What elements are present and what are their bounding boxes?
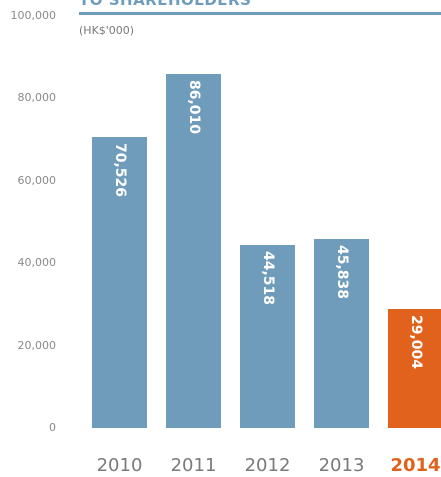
y-tick-label: 20,000 (17, 338, 57, 352)
bar-value-label: 86,010 (185, 79, 202, 134)
x-tick-label: 2011 (170, 455, 217, 476)
y-tick-label: 0 (49, 421, 56, 434)
bar-value-label: 45,838 (333, 245, 350, 300)
bar-2012: 44,518 (240, 244, 295, 428)
bar-2011: 86,010 (166, 73, 221, 428)
bar-2010: 70,526 (92, 137, 147, 428)
x-tick-label: 2014 (390, 455, 441, 476)
x-tick-label: 2012 (244, 455, 291, 476)
title-rule (79, 12, 441, 15)
y-tick-label: 40,000 (17, 256, 57, 270)
y-tick-label: 80,000 (17, 91, 57, 105)
y-tick-label: 100,000 (10, 9, 57, 22)
chart-title: TO SHAREHOLDERS (79, 0, 252, 9)
unit-label: (HK$'000) (79, 24, 135, 37)
bar-value-label: 44,518 (259, 250, 276, 305)
x-tick-label: 2013 (318, 455, 365, 476)
bar-value-label: 70,526 (111, 143, 128, 198)
bar-2014: 29,004 (388, 308, 441, 428)
x-tick-label: 2010 (96, 455, 143, 476)
bar-value-label: 29,004 (407, 314, 424, 369)
y-tick-label: 60,000 (17, 173, 57, 187)
bar-2013: 45,838 (314, 239, 369, 428)
